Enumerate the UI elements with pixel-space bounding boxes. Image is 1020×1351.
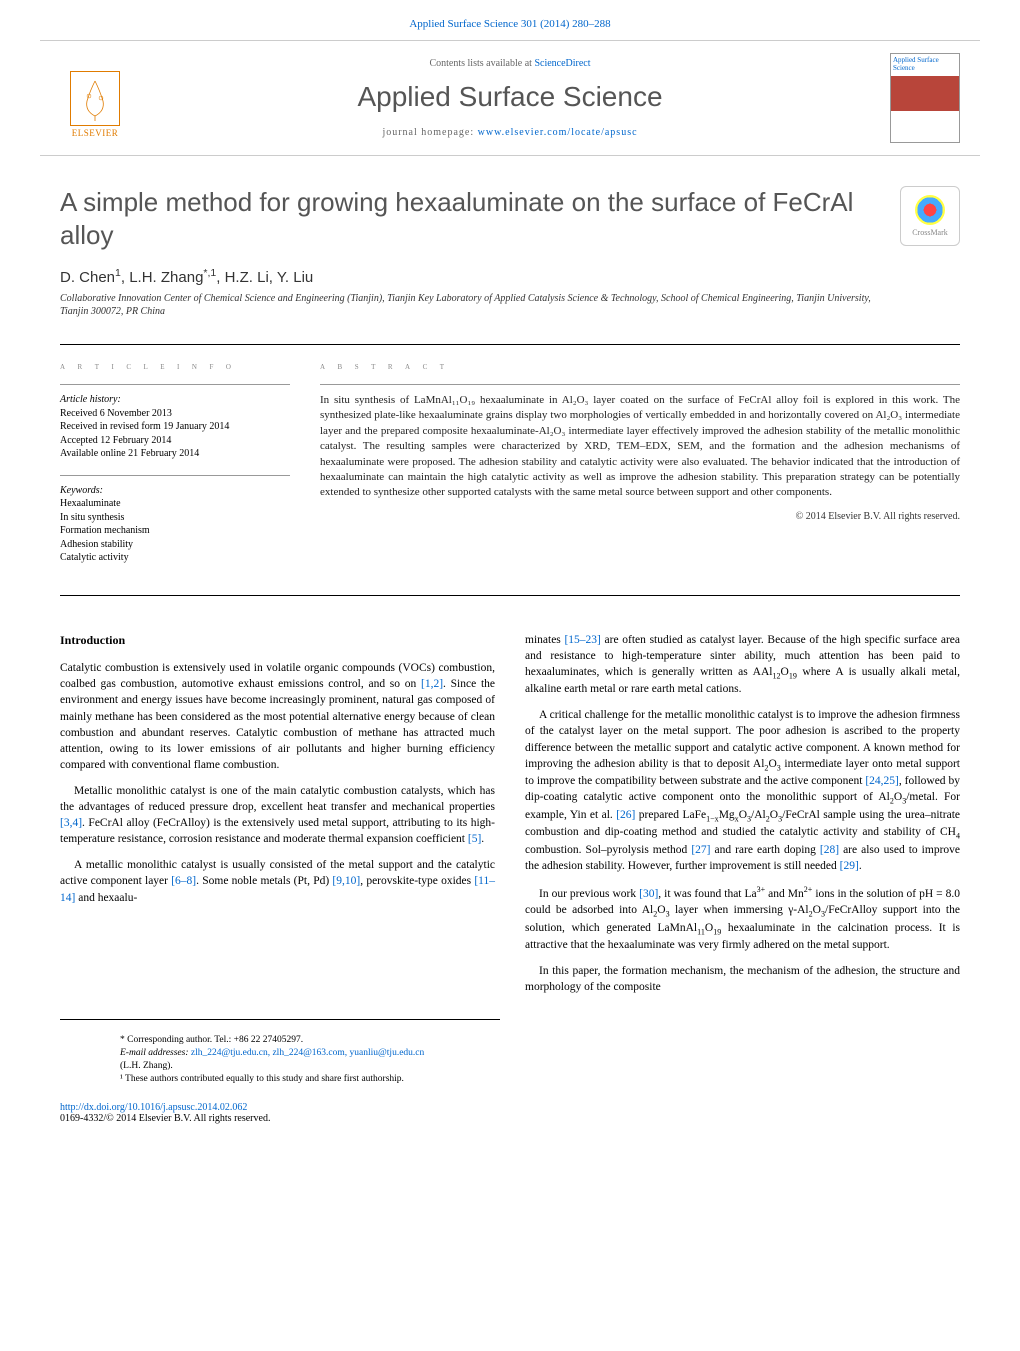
article-info-label: a r t i c l e i n f o [60, 361, 290, 372]
affiliation: Collaborative Innovation Center of Chemi… [60, 292, 880, 318]
keyword: In situ synthesis [60, 511, 290, 525]
journal-name: Applied Surface Science [130, 81, 890, 113]
email-link[interactable]: zlh_224@tju.edu.cn, zlh_224@163.com, yua… [191, 1048, 424, 1058]
divider [60, 595, 960, 596]
body-paragraph: A critical challenge for the metallic mo… [525, 707, 960, 874]
homepage-link[interactable]: www.elsevier.com/locate/apsusc [478, 127, 638, 138]
header-citation: Applied Surface Science 301 (2014) 280–2… [0, 0, 1020, 40]
publisher-name: ELSEVIER [72, 128, 119, 138]
ref-link[interactable]: [9,10] [332, 875, 360, 887]
journal-cover-thumbnail: Applied Surface Science [890, 53, 960, 143]
doi-link[interactable]: http://dx.doi.org/10.1016/j.apsusc.2014.… [60, 1102, 247, 1113]
contents-prefix: Contents lists available at [429, 58, 534, 69]
cover-title: Applied Surface Science [893, 56, 957, 72]
keywords-heading: Keywords: [60, 484, 290, 498]
history-accepted: Accepted 12 February 2014 [60, 434, 290, 448]
history-received: Received 6 November 2013 [60, 407, 290, 421]
ref-link[interactable]: [5] [468, 833, 481, 845]
keyword: Adhesion stability [60, 538, 290, 552]
info-abstract-row: a r t i c l e i n f o Article history: R… [0, 361, 1020, 579]
email-label: E-mail addresses: [120, 1048, 191, 1058]
ref-link[interactable]: [28] [820, 844, 839, 856]
ref-link[interactable]: [6–8] [171, 875, 196, 887]
ref-link[interactable]: [30] [639, 888, 658, 900]
equal-contribution: ¹ These authors contributed equally to t… [120, 1073, 440, 1086]
authors: D. Chen1, L.H. Zhang*,1, H.Z. Li, Y. Liu [60, 267, 880, 286]
email-author: (L.H. Zhang). [120, 1061, 173, 1071]
body-paragraph: In this paper, the formation mechanism, … [525, 963, 960, 995]
keyword: Formation mechanism [60, 524, 290, 538]
ref-link[interactable]: [3,4] [60, 817, 82, 829]
doi-block: http://dx.doi.org/10.1016/j.apsusc.2014.… [0, 1094, 1020, 1144]
history-revised: Received in revised form 19 January 2014 [60, 420, 290, 434]
keyword: Hexaaluminate [60, 497, 290, 511]
ref-link[interactable]: [24,25] [865, 775, 899, 787]
introduction-heading: Introduction [60, 632, 495, 649]
history-heading: Article history: [60, 393, 290, 407]
body-paragraph: A metallic monolithic catalyst is usuall… [60, 857, 495, 905]
corresponding-author: * Corresponding author. Tel.: +86 22 274… [120, 1034, 440, 1047]
publisher-logo: ELSEVIER [60, 58, 130, 138]
ref-link[interactable]: [29] [840, 860, 859, 872]
body-paragraph: Catalytic combustion is extensively used… [60, 660, 495, 773]
abstract-column: a b s t r a c t In situ synthesis of LaM… [320, 361, 960, 579]
contents-available-line: Contents lists available at ScienceDirec… [130, 58, 890, 69]
title-block: A simple method for growing hexaaluminat… [60, 186, 900, 318]
crossmark-badge[interactable]: CrossMark [900, 186, 960, 246]
abstract-label: a b s t r a c t [320, 361, 960, 372]
ref-link[interactable]: [15–23] [564, 634, 600, 646]
body-paragraph: In our previous work [30], it was found … [525, 884, 960, 953]
crossmark-label: CrossMark [912, 228, 948, 237]
keywords-block: Keywords: Hexaaluminate In situ synthesi… [60, 484, 290, 565]
history-online: Available online 21 February 2014 [60, 447, 290, 461]
ref-link[interactable]: [26] [616, 809, 635, 821]
right-column: minates [15–23] are often studied as cat… [525, 632, 960, 1006]
article-header: A simple method for growing hexaaluminat… [0, 156, 1020, 328]
email-line: E-mail addresses: zlh_224@tju.edu.cn, zl… [120, 1047, 440, 1073]
issn-copyright: 0169-4332/© 2014 Elsevier B.V. All right… [60, 1113, 960, 1124]
ref-link[interactable]: [1,2] [421, 678, 443, 690]
article-info-column: a r t i c l e i n f o Article history: R… [60, 361, 290, 579]
abstract-copyright: © 2014 Elsevier B.V. All rights reserved… [320, 511, 960, 522]
abstract-text: In situ synthesis of LaMnAl₁₁O₁₉ hexaalu… [320, 393, 960, 501]
keyword: Catalytic activity [60, 551, 290, 565]
article-title: A simple method for growing hexaaluminat… [60, 186, 880, 251]
elsevier-tree-icon [70, 71, 120, 126]
crossmark-icon [915, 195, 945, 225]
article-history: Article history: Received 6 November 201… [60, 393, 290, 461]
footnotes: * Corresponding author. Tel.: +86 22 274… [60, 1019, 500, 1093]
divider [60, 344, 960, 345]
ref-link[interactable]: [11–14] [60, 875, 495, 903]
body-paragraph: Metallic monolithic catalyst is one of t… [60, 783, 495, 847]
masthead-center: Contents lists available at ScienceDirec… [130, 58, 890, 138]
sciencedirect-link[interactable]: ScienceDirect [534, 58, 590, 69]
masthead: ELSEVIER Contents lists available at Sci… [40, 40, 980, 156]
homepage-prefix: journal homepage: [382, 127, 477, 138]
body-columns: Introduction Catalytic combustion is ext… [0, 612, 1020, 1006]
left-column: Introduction Catalytic combustion is ext… [60, 632, 495, 1006]
body-paragraph: minates [15–23] are often studied as cat… [525, 632, 960, 698]
homepage-line: journal homepage: www.elsevier.com/locat… [130, 127, 890, 138]
ref-link[interactable]: [27] [691, 844, 710, 856]
